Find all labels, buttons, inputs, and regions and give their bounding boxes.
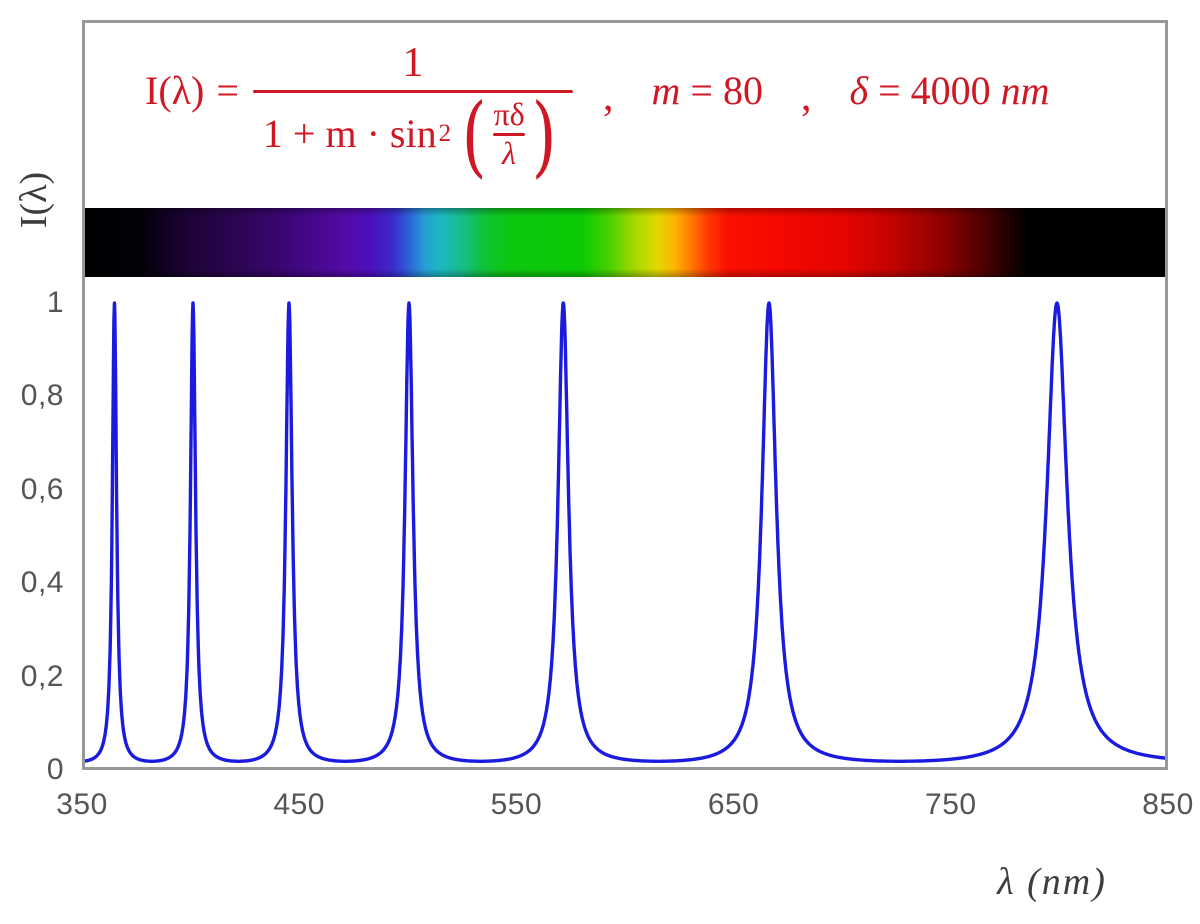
- inner-denominator: λ: [502, 134, 516, 171]
- y-axis-tick-label: 0,4: [20, 566, 64, 600]
- equals-sign: =: [216, 68, 239, 113]
- y-axis-tick-label: 0,8: [20, 379, 64, 413]
- x-axis-title: λ (nm): [997, 861, 1107, 903]
- intensity-curve: [85, 301, 1165, 763]
- formula-lhs: I(λ): [145, 68, 205, 113]
- x-axis-tick-label: 450: [273, 788, 325, 821]
- airy-function-curve: [85, 301, 1165, 763]
- y-axis-tick-label: 1: [46, 285, 64, 319]
- inner-fraction-bar: [493, 132, 525, 136]
- comma: ,: [800, 74, 812, 120]
- y-axis-title: I(λ): [13, 171, 55, 229]
- y-axis-tick-label: 0,2: [20, 659, 64, 693]
- x-axis-tick-label: 850: [1142, 788, 1194, 821]
- comma: ,: [603, 74, 614, 120]
- x-axis-tick-label: 750: [925, 788, 977, 821]
- inner-numerator: πδ: [493, 96, 525, 133]
- x-axis-tick-label: 650: [707, 788, 760, 821]
- fraction-numerator: 1: [402, 40, 424, 86]
- plot-frame: I(λ) = 1 1 + m · sin 2 ( πδ λ ) , m = 80: [82, 20, 1168, 770]
- fraction-denominator: 1 + m · sin 2 ( πδ λ ): [262, 84, 557, 188]
- y-axis-tick-label: 0: [46, 753, 64, 786]
- parameter-m: m = 80: [651, 68, 763, 113]
- fraction-bar: [252, 90, 574, 94]
- parameter-delta: δ = 4000 nm: [849, 68, 1050, 113]
- inner-fraction: πδ λ: [493, 96, 525, 171]
- x-axis-tick-label: 550: [490, 788, 543, 821]
- y-axis-tick-label: 0,6: [20, 472, 64, 506]
- formula-fraction: 1 1 + m · sin 2 ( πδ λ ): [252, 39, 574, 188]
- denominator-text: 1 + m · sin: [262, 111, 437, 157]
- formula: I(λ) = 1 1 + m · sin 2 ( πδ λ ) , m = 80: [145, 39, 1050, 188]
- visible-spectrum-bar: [85, 208, 1165, 277]
- x-axis-tick-label: 350: [56, 788, 108, 821]
